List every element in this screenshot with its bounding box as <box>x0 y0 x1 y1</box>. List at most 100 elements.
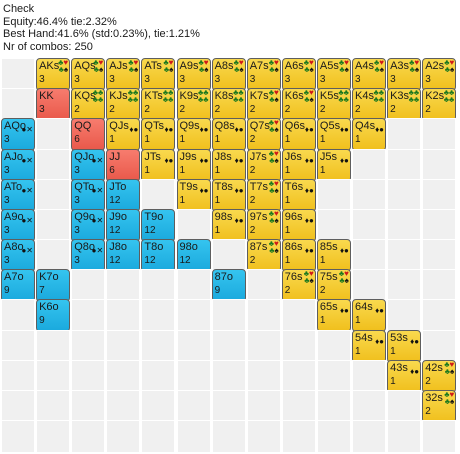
hand-cell[interactable]: JTo 12 <box>106 178 141 212</box>
empty-hand-cell[interactable] <box>422 299 457 333</box>
empty-hand-cell[interactable] <box>422 420 457 454</box>
hand-cell[interactable]: K6o 9 <box>36 299 71 333</box>
hand-cell[interactable]: 98o 12 <box>176 239 211 273</box>
hand-cell[interactable]: KQs 2 ♣♣ ♣♣ <box>71 88 106 122</box>
empty-hand-cell[interactable] <box>141 390 176 424</box>
empty-hand-cell[interactable] <box>316 208 351 242</box>
empty-hand-cell[interactable] <box>106 299 141 333</box>
empty-hand-cell[interactable] <box>316 420 351 454</box>
hand-cell[interactable]: K5s 2 ♣♣ ♣♣ <box>316 88 351 122</box>
empty-hand-cell[interactable] <box>387 148 422 182</box>
empty-hand-cell[interactable] <box>422 118 457 152</box>
hand-cell[interactable]: 76s 2 ♣♥ ♣♠ <box>281 269 316 303</box>
hand-cell[interactable]: J9o 12 <box>106 208 141 242</box>
hand-cell[interactable]: J8o 12 <box>106 239 141 273</box>
hand-cell[interactable]: T8o 12 <box>141 239 176 273</box>
hand-cell[interactable]: Q9s 1 ♦● <box>176 118 211 152</box>
empty-hand-cell[interactable] <box>352 208 386 242</box>
empty-hand-cell[interactable] <box>422 148 457 182</box>
empty-hand-cell[interactable] <box>36 178 71 212</box>
hand-cell[interactable]: 86s 1 ♦● <box>281 239 316 273</box>
empty-hand-cell[interactable] <box>316 390 351 424</box>
hand-cell[interactable]: AJs 3 ♣♥ ♣♠ <box>106 58 141 91</box>
empty-hand-cell[interactable] <box>36 390 71 424</box>
empty-hand-cell[interactable] <box>387 420 422 454</box>
hand-cell[interactable]: A9o 3 ●✕ <box>1 208 35 242</box>
hand-cell[interactable]: K2s 2 ♣♣ ♣♣ <box>422 88 457 122</box>
empty-hand-cell[interactable] <box>1 299 35 333</box>
empty-hand-cell[interactable] <box>71 299 106 333</box>
empty-hand-cell[interactable] <box>281 359 316 393</box>
hand-cell[interactable]: Q5s 1 ♦● <box>316 118 351 152</box>
empty-hand-cell[interactable] <box>36 208 71 242</box>
hand-cell[interactable]: K7s 2 ♣♥ ♣♠ <box>246 88 281 122</box>
empty-hand-cell[interactable] <box>352 269 386 303</box>
hand-cell[interactable]: Q8o 3 ●✕ <box>71 239 106 273</box>
hand-cell[interactable]: A7s 3 ♣♥ ♣♠ <box>246 58 281 91</box>
empty-hand-cell[interactable] <box>106 359 141 393</box>
empty-hand-cell[interactable] <box>316 178 351 212</box>
hand-cell[interactable]: J6s 1 ♦● <box>281 148 316 182</box>
empty-hand-cell[interactable] <box>211 299 246 333</box>
empty-hand-cell[interactable] <box>141 359 176 393</box>
empty-hand-cell[interactable] <box>1 329 35 363</box>
hand-cell[interactable]: 42s 2 ♣♥ ♣♠ <box>422 359 457 393</box>
hand-cell[interactable]: KTs 2 ♣♣ ♣♣ <box>141 88 176 122</box>
hand-cell[interactable]: K6s 2 ♣♥ ♣♠ <box>281 88 316 122</box>
hand-cell[interactable]: T7s 2 ♣♥ ♣♠ <box>246 178 281 212</box>
hand-cell[interactable]: A2s 3 ♣♥ ♣♠ <box>422 58 457 91</box>
empty-hand-cell[interactable] <box>36 329 71 363</box>
empty-hand-cell[interactable] <box>176 299 211 333</box>
empty-hand-cell[interactable] <box>352 420 386 454</box>
empty-hand-cell[interactable] <box>141 269 176 303</box>
empty-hand-cell[interactable] <box>281 299 316 333</box>
empty-hand-cell[interactable] <box>211 329 246 363</box>
hand-cell[interactable]: 96s 1 ♦● <box>281 208 316 242</box>
empty-hand-cell[interactable] <box>422 208 457 242</box>
empty-hand-cell[interactable] <box>281 420 316 454</box>
hand-cell[interactable]: AJo 3 ●✕ <box>1 148 35 182</box>
empty-hand-cell[interactable] <box>176 420 211 454</box>
empty-hand-cell[interactable] <box>246 359 281 393</box>
empty-hand-cell[interactable] <box>106 329 141 363</box>
hand-cell[interactable]: QQ 6 <box>71 118 106 152</box>
hand-cell[interactable]: 87s 2 ♣♥ ♣♠ <box>246 239 281 273</box>
empty-hand-cell[interactable] <box>246 390 281 424</box>
hand-cell[interactable]: AQs 3 ♣♥ ♣♠ <box>71 58 106 91</box>
empty-hand-cell[interactable] <box>71 329 106 363</box>
empty-hand-cell[interactable] <box>281 329 316 363</box>
hand-cell[interactable]: 43s 1 ♦● <box>387 359 422 393</box>
empty-hand-cell[interactable] <box>352 390 386 424</box>
empty-hand-cell[interactable] <box>316 329 351 363</box>
empty-hand-cell[interactable] <box>176 359 211 393</box>
empty-hand-cell[interactable] <box>246 420 281 454</box>
empty-hand-cell[interactable] <box>106 269 141 303</box>
empty-hand-cell[interactable] <box>387 178 422 212</box>
hand-cell[interactable]: Q7s 2 ♣♥ ♣♠ <box>246 118 281 152</box>
hand-cell[interactable]: A7o 9 <box>1 269 35 303</box>
empty-hand-cell[interactable] <box>1 390 35 424</box>
hand-cell[interactable]: ATo 3 ●✕ <box>1 178 35 212</box>
hand-cell[interactable]: A4s 3 ♣♥ ♣♠ <box>352 58 386 91</box>
hand-cell[interactable]: J7s 2 ♣♥ ♣♠ <box>246 148 281 182</box>
empty-hand-cell[interactable] <box>387 118 422 152</box>
empty-hand-cell[interactable] <box>387 269 422 303</box>
empty-hand-cell[interactable] <box>176 269 211 303</box>
empty-hand-cell[interactable] <box>422 269 457 303</box>
empty-hand-cell[interactable] <box>176 390 211 424</box>
empty-hand-cell[interactable] <box>281 390 316 424</box>
hand-cell[interactable]: T9s 1 ♦● <box>176 178 211 212</box>
empty-hand-cell[interactable] <box>387 239 422 273</box>
hand-cell[interactable]: QJs 1 ♦● <box>106 118 141 152</box>
empty-hand-cell[interactable] <box>422 178 457 212</box>
empty-hand-cell[interactable] <box>176 329 211 363</box>
hand-cell[interactable]: 75s 2 ♣♥ ♣♠ <box>316 269 351 303</box>
empty-hand-cell[interactable] <box>211 420 246 454</box>
empty-hand-cell[interactable] <box>316 359 351 393</box>
hand-cell[interactable]: 87o 9 <box>211 269 246 303</box>
empty-hand-cell[interactable] <box>387 390 422 424</box>
empty-hand-cell[interactable] <box>71 390 106 424</box>
hand-cell[interactable]: J9s 1 ♦● <box>176 148 211 182</box>
hand-cell[interactable]: 53s 1 ♦● <box>387 329 422 363</box>
empty-hand-cell[interactable] <box>211 239 246 273</box>
